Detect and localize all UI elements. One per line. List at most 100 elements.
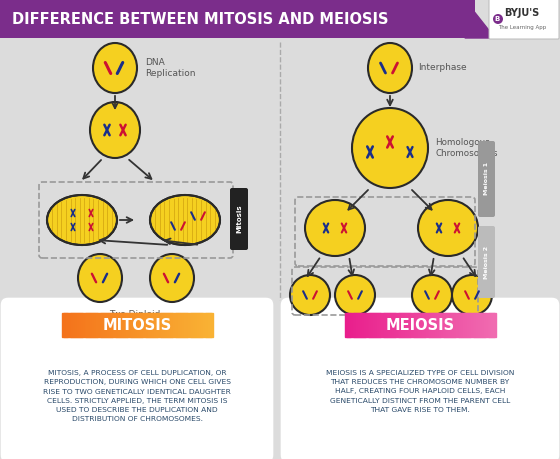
Bar [113,313,115,337]
Bar [154,313,157,337]
Bar [208,313,211,337]
Text: Meiosis 2: Meiosis 2 [483,246,488,279]
Bar [197,313,200,337]
Bar [456,313,458,337]
Bar [97,313,100,337]
Bar [129,313,132,337]
Bar [474,313,477,337]
Bar [109,313,111,337]
Bar [184,313,186,337]
FancyBboxPatch shape [0,297,274,459]
Bar [351,313,353,337]
Bar [358,313,361,337]
Text: B: B [494,16,500,22]
Bar [203,313,206,337]
Bar [157,313,160,337]
Bar [437,313,440,337]
Bar [77,313,80,337]
Bar [156,313,158,337]
Text: DIFFERENCE BETWEEN MITOSIS AND MEIOSIS: DIFFERENCE BETWEEN MITOSIS AND MEIOSIS [12,11,389,27]
Ellipse shape [305,200,365,256]
Bar [165,313,168,337]
Bar [405,313,408,337]
Bar [422,313,424,337]
Bar [79,313,82,337]
Bar [473,313,475,337]
Ellipse shape [452,275,492,315]
Bar [132,313,134,337]
Bar [133,313,136,337]
Bar [114,313,117,337]
Bar [116,313,119,337]
Bar [424,313,426,337]
Bar [88,313,91,337]
Bar [164,313,166,337]
Bar [441,313,444,337]
Bar [354,313,357,337]
Bar [139,313,142,337]
Bar [144,313,147,337]
Bar [367,313,370,337]
Bar [207,313,209,337]
Bar [175,313,177,337]
Bar [349,313,352,337]
Bar [491,313,494,337]
Ellipse shape [335,275,375,315]
Bar [410,313,413,337]
Bar [416,313,419,337]
Bar [180,313,183,337]
Bar [189,313,192,337]
Circle shape [493,14,503,24]
Bar [431,313,434,337]
Bar [62,313,64,337]
Bar [81,313,83,337]
Bar [68,313,71,337]
Text: The Learning App: The Learning App [498,24,546,29]
Bar [178,313,181,337]
Bar [182,313,185,337]
FancyBboxPatch shape [489,0,559,39]
Bar [195,313,198,337]
Bar [370,313,372,337]
Bar [399,313,402,337]
Bar [452,313,455,337]
Bar [64,313,67,337]
Bar [192,313,194,337]
Bar [435,313,438,337]
Bar [193,313,196,337]
Bar [373,313,376,337]
Bar [66,313,68,337]
Ellipse shape [93,43,137,93]
Bar [200,313,203,337]
Bar [448,313,451,337]
Bar [458,313,460,337]
Bar [478,313,481,337]
Bar [345,313,348,337]
Bar [161,313,164,337]
Bar [118,313,121,337]
Text: Homologous
Chromosomes: Homologous Chromosomes [435,138,497,158]
Bar [427,313,430,337]
Bar [394,313,396,337]
Bar [379,313,381,337]
Bar [143,313,145,337]
Bar [398,313,400,337]
Bar [120,313,123,337]
Bar [467,313,469,337]
Bar [96,313,99,337]
Bar [94,313,96,337]
Bar [450,313,452,337]
FancyBboxPatch shape [230,188,248,250]
Bar [446,313,449,337]
Bar [454,313,456,337]
Bar [360,313,363,337]
Bar [482,313,484,337]
Bar [73,313,76,337]
Bar [375,313,377,337]
Bar [377,313,380,337]
Text: Meiosis 1: Meiosis 1 [483,162,488,195]
Bar [150,313,153,337]
Bar [414,313,417,337]
Ellipse shape [412,275,452,315]
Bar [199,313,202,337]
